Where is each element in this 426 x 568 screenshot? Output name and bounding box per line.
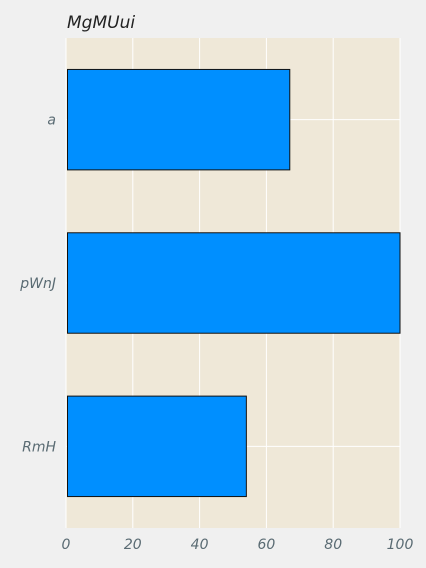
bar-a bbox=[67, 68, 291, 171]
x-tick-label: 60 bbox=[257, 537, 275, 553]
x-tick-label: 20 bbox=[124, 537, 142, 553]
x-axis-tick-labels: 0 20 40 60 80 100 bbox=[62, 537, 414, 553]
y-tick-label: pWnJ bbox=[19, 276, 56, 292]
y-tick-label: a bbox=[47, 113, 56, 129]
bars bbox=[67, 68, 401, 498]
chart-title: MgMUui bbox=[67, 13, 135, 33]
x-tick-label: 40 bbox=[191, 537, 209, 553]
y-axis-tick-labels: a pWnJ RmH bbox=[19, 113, 56, 456]
bar-pWnJ bbox=[67, 232, 401, 334]
bar-RmH bbox=[67, 395, 247, 498]
x-tick-label: 0 bbox=[62, 537, 71, 553]
x-tick-label: 80 bbox=[324, 537, 342, 553]
x-tick-label: 100 bbox=[387, 537, 414, 553]
y-tick-label: RmH bbox=[22, 439, 56, 455]
